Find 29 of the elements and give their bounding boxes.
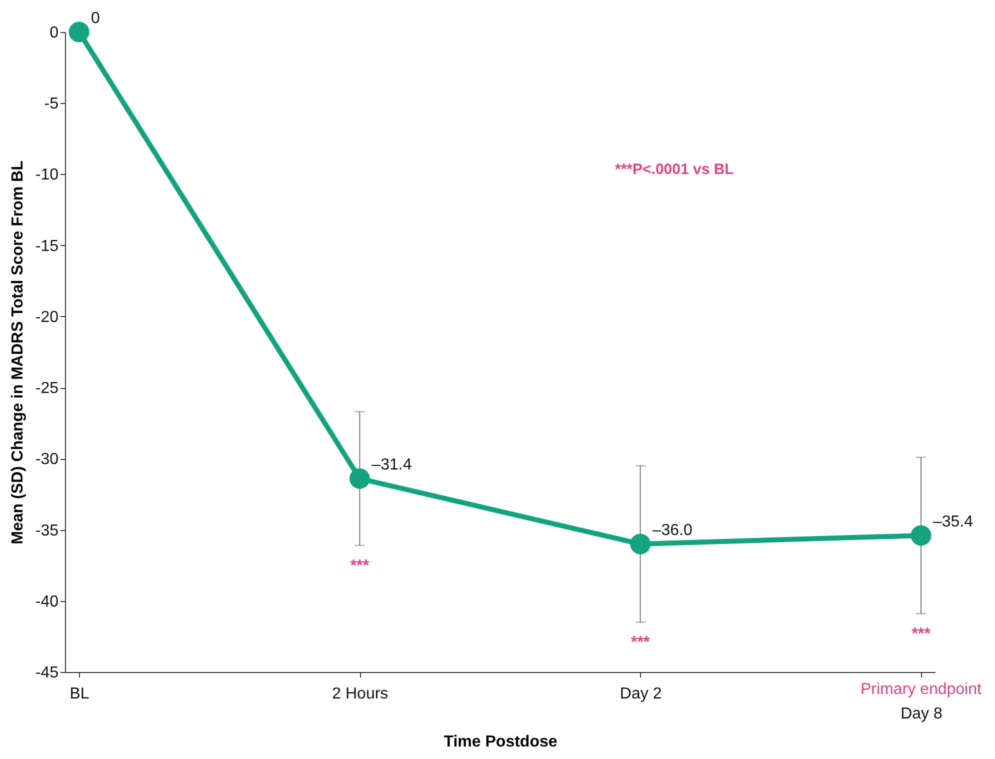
point (349, 468, 370, 489)
y-axis-title: Mean (SD) Change in MADRS Total Score From BL (9, 160, 26, 544)
x-tick-label: Day 8 (900, 706, 942, 722)
x-tick-label: Day 2 (620, 686, 662, 702)
point (68, 22, 90, 42)
y-tick-label: -35 (35, 522, 59, 540)
y-tick-label: -15 (35, 238, 59, 255)
annotation: *** (350, 557, 370, 574)
y-tick-label: -40 (35, 593, 59, 610)
x-tick-label: BL (70, 686, 90, 702)
annotation: ***P<.0001 vs BL (615, 161, 734, 178)
y-tick-label: -5 (44, 96, 59, 113)
data-label: 0 (91, 10, 100, 27)
annotation: *** (630, 634, 650, 652)
data-label: –35.4 (932, 513, 974, 530)
point (630, 534, 651, 554)
data-label: –31.4 (372, 456, 412, 474)
y-tick-label: -45 (35, 664, 59, 682)
text: Primary endpoint (860, 681, 982, 698)
y-tick-label: -20 (35, 308, 59, 326)
x-axis-title: Time Postdose (444, 734, 558, 750)
data-label: –36.0 (652, 522, 692, 539)
y-tick-label: -30 (35, 451, 59, 468)
y-tick-label: 0 (50, 24, 59, 42)
y-tick-label: -10 (35, 166, 59, 184)
annotation: *** (912, 626, 932, 643)
point (910, 525, 932, 546)
y-tick-label: -25 (35, 380, 59, 398)
x-tick-label: 2 Hours (332, 686, 388, 702)
